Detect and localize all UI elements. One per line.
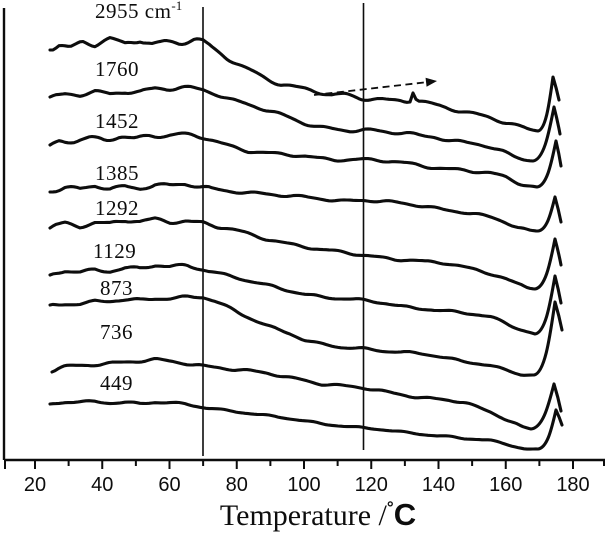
trace-1760 <box>48 84 562 163</box>
x-tick-label: 120 <box>355 474 388 496</box>
trace-736 <box>50 356 563 431</box>
trace-label-736: 736 <box>100 320 133 344</box>
x-tick-label: 140 <box>422 474 455 496</box>
trace-1129 <box>48 262 563 336</box>
x-axis-title: Temperature /°C <box>220 497 416 533</box>
degree-symbol: ° <box>386 498 394 517</box>
wavenumber-superscript: -1 <box>171 0 183 13</box>
trace-label-1292: 1292 <box>95 196 139 220</box>
x-tick-label: 40 <box>91 474 113 496</box>
trend-arrow-shaft <box>313 81 429 96</box>
trend-arrow-head <box>425 77 437 87</box>
x-tick-label: 160 <box>489 474 522 496</box>
trace-1292 <box>48 216 563 291</box>
x-axis-title-unit: C <box>393 497 417 532</box>
x-tick-label: 100 <box>287 474 320 496</box>
x-axis-title-text: Temperature / <box>219 499 387 532</box>
trace-2955-cm-1 <box>48 36 561 133</box>
trace-873 <box>48 294 564 377</box>
trace-label-1452: 1452 <box>95 109 139 133</box>
x-tick-label: 180 <box>556 474 589 496</box>
x-tick-label: 20 <box>24 474 46 496</box>
trace-1385 <box>48 182 563 233</box>
trace-label-1760: 1760 <box>95 57 139 81</box>
trace-label-1385: 1385 <box>95 161 139 185</box>
x-tick-label: 60 <box>158 474 180 496</box>
trace-label-2955-cm-1: 2955 cm-1 <box>95 0 183 23</box>
trace-449 <box>48 399 564 451</box>
trace-label-1129: 1129 <box>93 239 137 263</box>
trace-label-873: 873 <box>100 276 133 300</box>
trace-label-449: 449 <box>100 371 133 395</box>
trace-1452 <box>48 131 563 189</box>
x-tick-label: 80 <box>226 474 248 496</box>
